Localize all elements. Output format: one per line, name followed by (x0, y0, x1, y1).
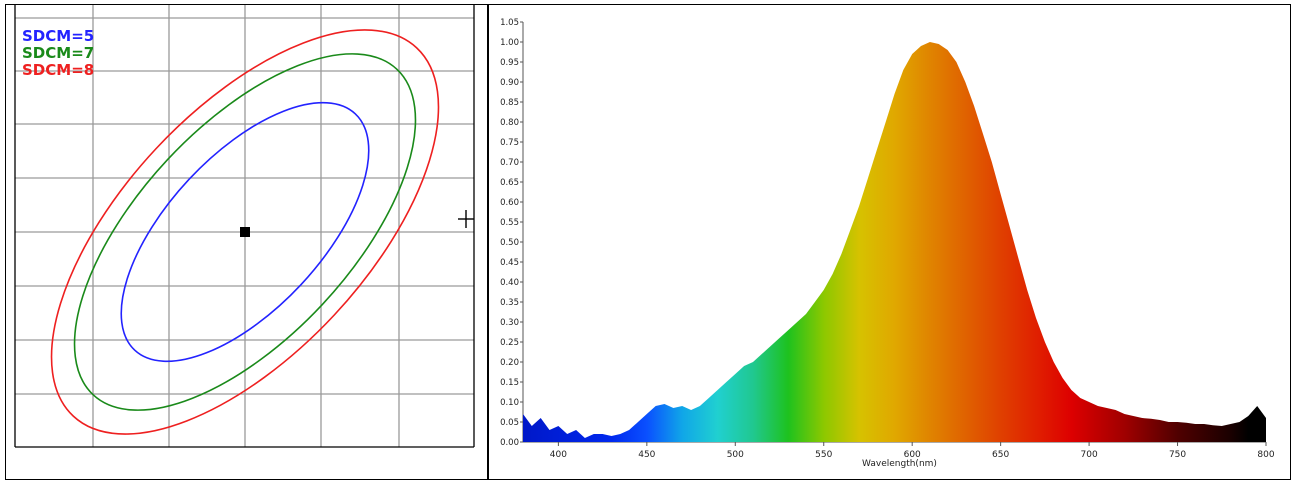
spectrum-chart: 0.00 0.05 0.10 0.15 0.20 0.25 0.30 0.35 0.40 0.45… (489, 5, 1290, 479)
x-tick-label: 550 (815, 450, 832, 460)
spectrum-area (523, 42, 1266, 442)
ellipse-sdcm-8 (50, 29, 440, 435)
y-tick-label: 0.55 (500, 218, 519, 228)
y-tick-label: 0.75 (500, 138, 519, 148)
y-tick-label: 0.35 (500, 298, 519, 308)
x-tick-label: 750 (1169, 450, 1186, 460)
y-tick-label: 0.60 (500, 198, 519, 208)
y-tick-label: 0.80 (500, 118, 519, 128)
ellipse-sdcm-5 (120, 101, 370, 363)
legend-label: SDCM=8 (22, 61, 94, 79)
crosshair-icon (458, 210, 474, 228)
y-tick-label: 0.95 (500, 58, 519, 68)
x-tick-label: 500 (727, 450, 744, 460)
y-tick-label: 0.50 (500, 238, 519, 248)
y-tick-label: 0.70 (500, 158, 519, 168)
x-tick-label: 400 (550, 450, 567, 460)
x-axis-label: Wavelength(nm) (862, 459, 937, 469)
y-tick-label: 0.20 (500, 358, 519, 368)
legend-label: SDCM=7 (22, 44, 94, 62)
panel-divider (487, 4, 489, 480)
y-tick-label: 0.65 (500, 178, 519, 188)
center-point-marker (240, 227, 250, 237)
legend-label: SDCM=5 (22, 27, 94, 45)
y-tick-label: 0.40 (500, 278, 519, 288)
y-tick-label: 1.00 (500, 38, 519, 48)
figure-frame (5, 4, 1291, 480)
y-tick-label: 0.05 (500, 418, 519, 428)
y-tick-label: 0.90 (500, 78, 519, 88)
x-tick-label: 450 (638, 450, 655, 460)
y-tick-label: 1.05 (500, 18, 519, 28)
ellipse-sdcm-7 (73, 53, 417, 411)
y-tick-label: 0.30 (500, 318, 519, 328)
x-tick-label: 650 (992, 450, 1009, 460)
x-tick-label: 800 (1257, 450, 1274, 460)
x-tick-label: 600 (904, 450, 921, 460)
y-tick-label: 0.10 (500, 398, 519, 408)
y-tick-label: 0.15 (500, 378, 519, 388)
y-tick-label: 0.00 (500, 438, 519, 448)
y-tick-label: 0.25 (500, 338, 519, 348)
sdcm-ellipse-chart: SDCM=5 SDCM=7 SDCM=8 (6, 5, 486, 479)
y-tick-label: 0.85 (500, 98, 519, 108)
spectrum-chart-svg: 0.00 0.05 0.10 0.15 0.20 0.25 0.30 0.35 0.40 0.45… (500, 18, 1275, 469)
y-tick-label: 0.45 (500, 258, 519, 268)
x-tick-label: 700 (1081, 450, 1098, 460)
